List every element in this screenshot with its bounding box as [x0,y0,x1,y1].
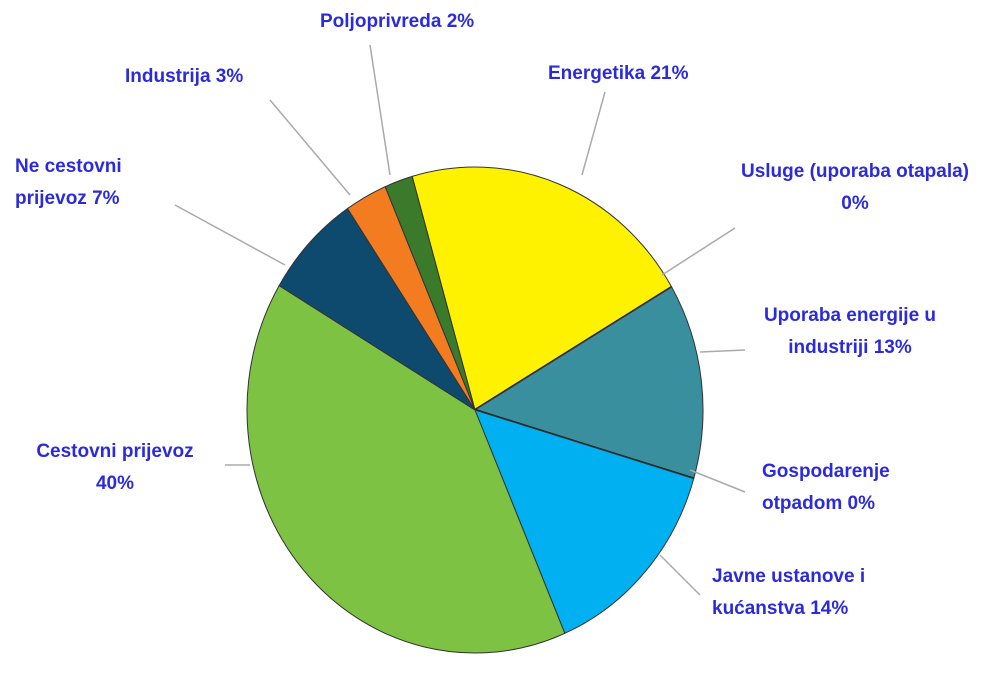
pie-slice [278,207,476,411]
value-label: 14% [810,598,849,619]
category-label: Poljoprivreda [320,11,442,32]
category-label: Usluge (uporaba otapala) [740,161,970,182]
slice-label: Ne cestovni prijevoz 7% [15,151,165,215]
leader-line [174,204,286,266]
leader-line [659,554,701,596]
leader-line [699,349,746,353]
leader-line [369,44,391,176]
pie-slice [246,284,566,654]
pie-slice [384,175,476,411]
leader-line [581,91,606,176]
slice-label: Energetika 21% [548,58,688,90]
category-label: Industrija [125,66,211,87]
value-label: 2% [446,11,475,32]
slice-label: Usluge (uporaba otapala) 0% [730,156,980,220]
slice-label: Cestovni prijevoz 40% [15,436,215,500]
value-label: 0% [847,493,875,514]
slice-label: Gospodarenje otpadom 0% [762,456,912,520]
slice-label: Poljoprivreda 2% [320,6,474,38]
category-label: Javne ustanove i kućanstva [712,566,866,619]
category-label: Ne cestovni prijevoz [15,156,122,209]
pie-slice [473,286,704,480]
leader-line [689,469,746,493]
pie-slice [411,166,673,411]
pie-slice [474,409,695,635]
value-label: 7% [92,188,120,209]
category-label: Uporaba energije u industriji [763,305,937,358]
value-label: 21% [650,63,689,84]
slice-label: Industrija 3% [125,61,243,93]
value-label: 40% [95,473,135,494]
leader-line [661,227,736,276]
value-label: 13% [873,337,912,358]
slice-label: Javne ustanove i kućanstva 14% [712,561,897,625]
value-label: 3% [215,66,244,87]
slice-label: Uporaba energije u industriji 13% [750,300,950,364]
category-label: Energetika [548,63,646,84]
leader-line [269,99,351,196]
value-label: 0% [841,193,869,214]
category-label: Gospodarenje otpadom [762,461,890,514]
category-label: Cestovni prijevoz [36,441,194,462]
